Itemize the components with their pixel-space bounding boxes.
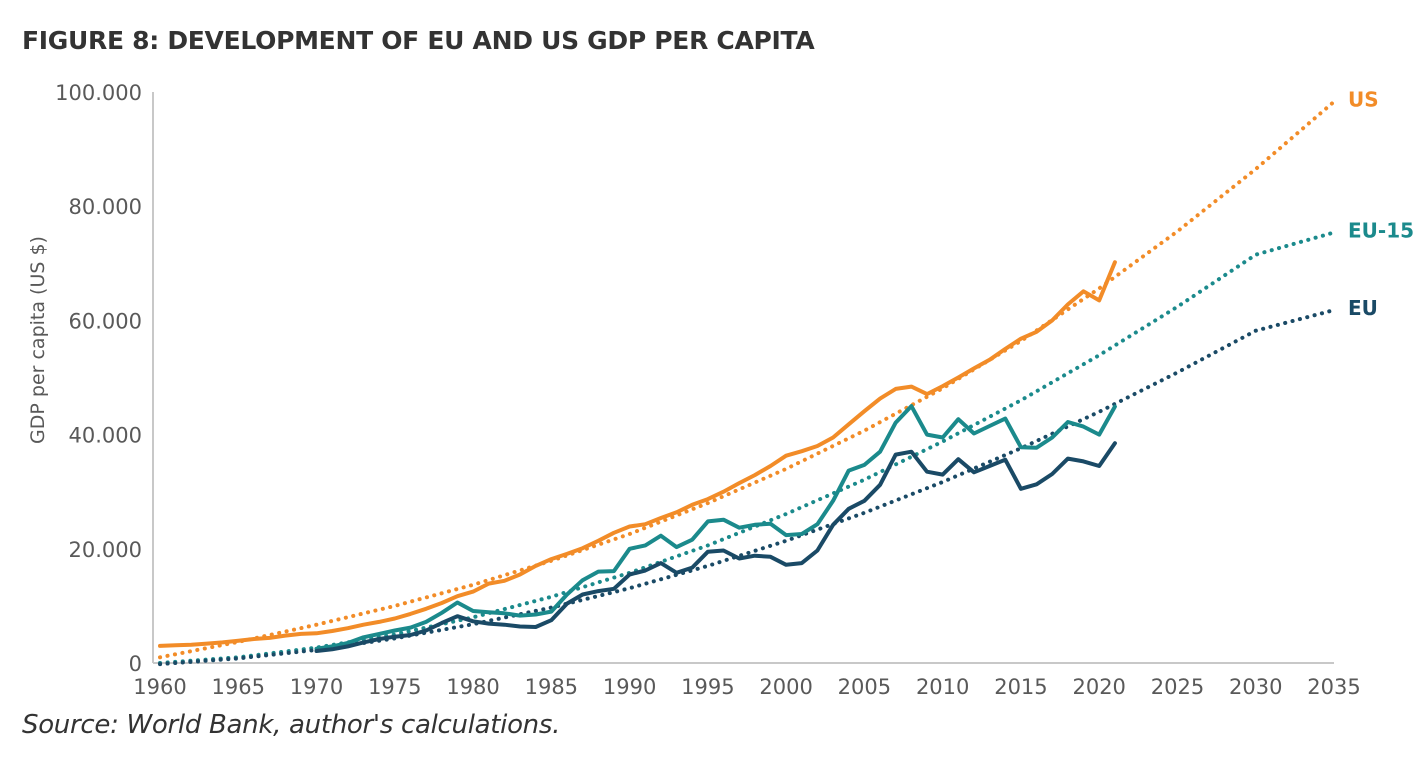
axes	[152, 92, 1334, 664]
x-tick-label: 1960	[133, 675, 186, 699]
trend-line-us	[158, 99, 1336, 660]
x-tick-label: 2020	[1072, 675, 1125, 699]
series-line-eu-15	[314, 404, 1117, 651]
x-tick-labels: 1960 1965 1970 1975 1980 1985 1990 1995 2000 2005…	[133, 675, 1360, 699]
x-tick-label: 1975	[368, 675, 421, 699]
x-tick-label: 1995	[681, 675, 734, 699]
y-tick-label: 40.000	[69, 424, 142, 448]
x-tick-label: 1970	[290, 675, 343, 699]
y-tick-label: 20.000	[69, 538, 142, 562]
x-tick-label: 2010	[916, 675, 969, 699]
series-label-eu: EU	[1348, 296, 1378, 320]
y-tick-label: 100.000	[55, 81, 142, 105]
y-tick-label: 60.000	[69, 309, 142, 333]
x-tick-label: 2030	[1229, 675, 1282, 699]
series-line-eu	[314, 441, 1117, 653]
x-tick-label: 2000	[759, 675, 812, 699]
source-note: Source: World Bank, author's calculation…	[22, 710, 561, 740]
x-tick-label: 2005	[838, 675, 891, 699]
y-tick-labels: 0 20.000 40.000 60.000 80.000 100.000	[55, 81, 142, 676]
x-tick-label: 2035	[1307, 675, 1360, 699]
figure-title: FIGURE 8: DEVELOPMENT OF EU AND US GDP P…	[22, 26, 815, 55]
x-tick-label: 2015	[994, 675, 1047, 699]
series-label-eu-15: EU-15	[1348, 218, 1414, 242]
trend-line-eu	[158, 308, 1336, 667]
series-line-us	[158, 260, 1117, 648]
x-tick-label: 1985	[525, 675, 578, 699]
y-tick-label: 0	[129, 652, 142, 676]
series-label-us: US	[1348, 88, 1379, 112]
series-group	[158, 99, 1336, 667]
trend-line-eu-15	[158, 230, 1336, 665]
x-tick-label: 1965	[212, 675, 265, 699]
x-tick-label: 1980	[446, 675, 499, 699]
y-axis-label: GDP per capita (US $)	[27, 236, 49, 444]
series-labels: US EU-15 EU	[1348, 88, 1414, 320]
x-tick-label: 1990	[603, 675, 656, 699]
x-tick-label: 2025	[1151, 675, 1204, 699]
y-tick-label: 80.000	[69, 195, 142, 219]
